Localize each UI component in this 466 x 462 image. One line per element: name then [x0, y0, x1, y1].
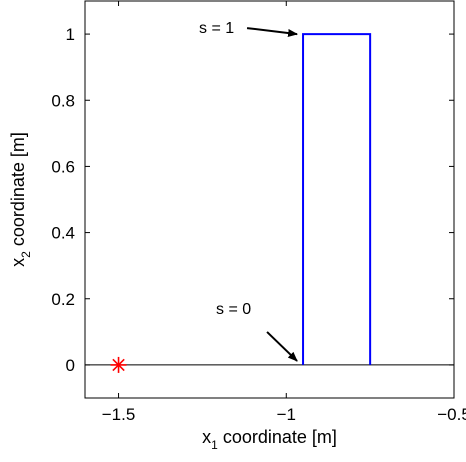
plot-frame	[84, 0, 455, 399]
marker-stroke-3	[112, 358, 125, 372]
y-tick-label-5: 1	[66, 25, 75, 44]
series-line-0	[302, 33, 372, 365]
y-axis-label: x2 coordinate [m]	[8, 132, 33, 267]
y-tick-label-1: 0.2	[51, 290, 75, 309]
x-tick-label-2: −0.5	[437, 405, 466, 424]
y-tick-label-4: 0.8	[51, 91, 75, 110]
annotation-label-0: s = 1	[199, 20, 234, 37]
x-axis-label: x1 coordinate [m]	[202, 427, 337, 452]
plot-area	[85, 1, 454, 398]
annotation-arrow-1	[266, 331, 298, 362]
annotation-arrow-0	[246, 27, 299, 37]
x-tick-label-0: −1.5	[102, 405, 136, 424]
y-tick-label-3: 0.6	[51, 157, 75, 176]
annotation-label-1: s = 0	[216, 301, 251, 318]
y-tick-label-0: 0	[66, 356, 75, 375]
x-tick-label-1: −1	[277, 405, 296, 424]
y-tick-label-2: 0.4	[51, 224, 75, 243]
start-marker	[110, 356, 127, 373]
